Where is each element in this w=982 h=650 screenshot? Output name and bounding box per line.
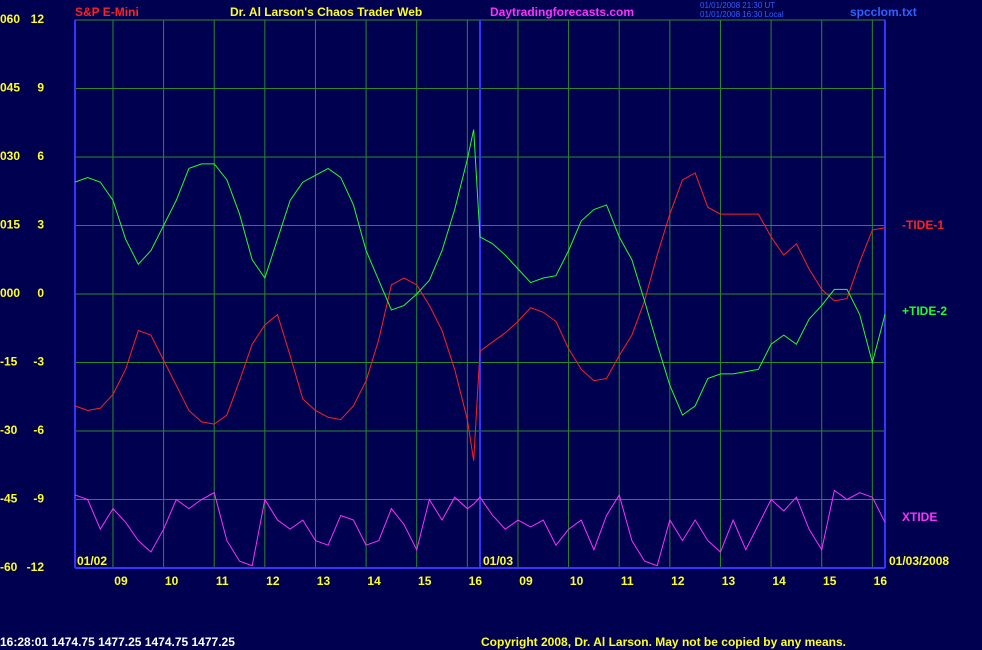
file-name: spcclom.txt <box>850 5 917 19</box>
series-line <box>74 129 886 416</box>
y2-tick-label: 045 <box>0 81 20 95</box>
x-tick-label: 13 <box>317 574 331 588</box>
y2-tick-label: -45 <box>0 492 18 506</box>
x-tick-label: 16 <box>874 574 888 588</box>
y-tick-label: -6 <box>33 423 44 437</box>
y-tick-label: -12 <box>27 560 45 574</box>
legend-label: -TIDE-1 <box>902 218 944 232</box>
y2-tick-label: 015 <box>0 218 20 232</box>
x-tick-label: 11 <box>621 574 634 588</box>
legend-label: +TIDE-2 <box>902 304 947 318</box>
x-tick-label: 12 <box>671 574 685 588</box>
x-tick-label: 14 <box>367 574 381 588</box>
x-tick-label: 15 <box>823 574 837 588</box>
x-tick-label: 11 <box>216 574 229 588</box>
y-tick-label: -9 <box>33 492 44 506</box>
x-tick-label: 09 <box>114 574 128 588</box>
x-tick-label: 10 <box>165 574 179 588</box>
quote-line: 16:28:01 1474.75 1477.25 1474.75 1477.25 <box>0 635 235 649</box>
x-tick-label: 13 <box>722 574 736 588</box>
timestamp: 01/01/2008 21:30 UT <box>700 1 775 10</box>
symbol: S&P E-Mini <box>75 5 139 19</box>
y2-tick-label: -30 <box>0 423 18 437</box>
series-line <box>74 172 886 461</box>
y-tick-label: 0 <box>37 286 44 300</box>
x-tick-label: 14 <box>772 574 786 588</box>
x-tick-label: 10 <box>570 574 584 588</box>
y-tick-label: 12 <box>31 12 45 26</box>
x-tick-label: 16 <box>469 574 483 588</box>
chart-title: Dr. Al Larson's Chaos Trader Web <box>230 5 422 19</box>
legend-label: XTIDE <box>902 510 937 524</box>
date-label: 01/02 <box>77 554 107 568</box>
y-tick-label: -3 <box>33 355 44 369</box>
y2-tick-label: 030 <box>0 149 20 163</box>
timestamp: 01/01/2008 16:30 Local <box>700 10 784 19</box>
y2-tick-label: -15 <box>0 355 18 369</box>
y-tick-label: 9 <box>37 81 44 95</box>
y2-tick-label: 000 <box>0 286 20 300</box>
x-tick-label: 12 <box>266 574 280 588</box>
y-tick-label: 3 <box>37 218 44 232</box>
y-tick-label: 6 <box>37 149 44 163</box>
x-tick-label: 09 <box>519 574 533 588</box>
series-line <box>74 489 886 567</box>
copyright: Copyright 2008, Dr. Al Larson. May not b… <box>481 635 846 649</box>
y2-tick-label: -60 <box>0 560 18 574</box>
date-label: 01/03 <box>483 554 513 568</box>
y2-tick-label: 060 <box>0 12 20 26</box>
date-label: 01/03/2008 <box>889 554 949 568</box>
website: Daytradingforecasts.com <box>490 5 634 19</box>
x-tick-label: 15 <box>418 574 432 588</box>
